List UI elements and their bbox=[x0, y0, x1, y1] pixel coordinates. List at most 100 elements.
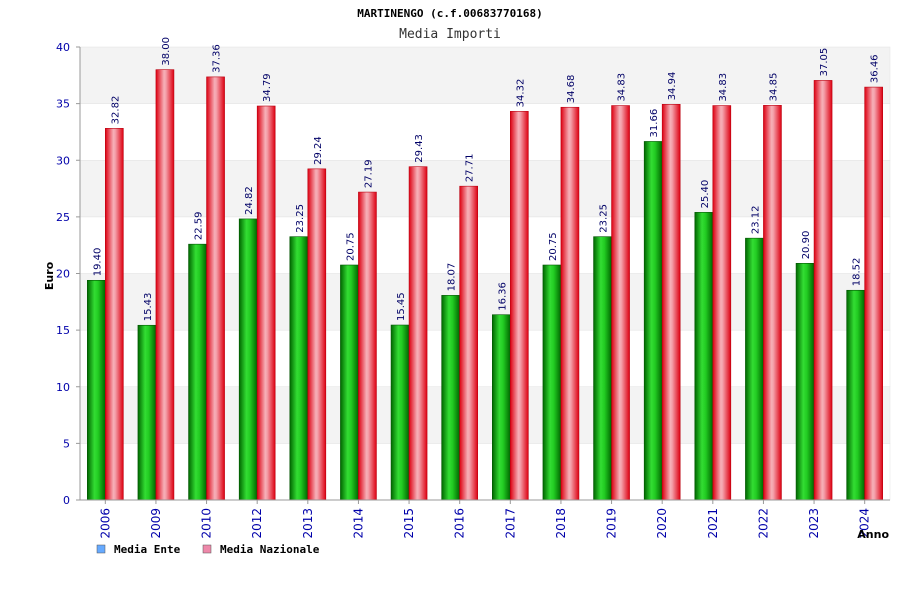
data-label-media-ente: 18.52 bbox=[852, 258, 863, 287]
bar-media-nazionale bbox=[813, 80, 833, 501]
data-label-media-ente: 15.45 bbox=[396, 292, 407, 321]
chart-title: MARTINENGO (c.f.00683770168) bbox=[357, 7, 542, 20]
data-label-media-nazionale: 34.68 bbox=[566, 75, 577, 104]
bar-media-ente bbox=[846, 289, 865, 501]
data-label-media-nazionale: 34.79 bbox=[262, 73, 273, 102]
y-tick-label: 40 bbox=[56, 41, 70, 54]
data-label-media-nazionale: 34.32 bbox=[515, 79, 526, 108]
bar-media-nazionale bbox=[560, 106, 580, 501]
data-label-media-nazionale: 38.00 bbox=[161, 37, 172, 66]
data-label-media-nazionale: 37.05 bbox=[819, 48, 830, 77]
data-label-media-ente: 16.36 bbox=[497, 282, 508, 311]
data-label-media-nazionale: 34.83 bbox=[617, 73, 628, 102]
chart-subtitle: Media Importi bbox=[399, 27, 501, 42]
data-label-media-ente: 23.12 bbox=[750, 206, 761, 235]
bar-media-ente bbox=[795, 263, 815, 501]
bar-media-nazionale bbox=[408, 166, 428, 501]
legend-label-media-ente: Media Ente bbox=[114, 543, 181, 556]
data-label-media-ente: 19.40 bbox=[92, 248, 103, 277]
y-tick-label: 20 bbox=[56, 268, 70, 281]
x-tick-label: 2015 bbox=[402, 508, 416, 539]
data-label-media-nazionale: 27.71 bbox=[465, 154, 476, 183]
data-label-media-ente: 18.07 bbox=[447, 263, 458, 292]
x-tick-label: 2016 bbox=[453, 508, 467, 539]
bar-media-ente bbox=[238, 218, 258, 501]
data-label-media-ente: 23.25 bbox=[599, 204, 610, 233]
bar-media-ente bbox=[593, 236, 612, 501]
data-label-media-nazionale: 34.85 bbox=[768, 73, 779, 102]
bar-media-nazionale bbox=[510, 111, 529, 501]
x-tick-label: 2019 bbox=[605, 508, 619, 539]
bar-media-nazionale bbox=[611, 105, 630, 501]
bar-media-nazionale bbox=[155, 69, 175, 501]
data-label-media-nazionale: 27.19 bbox=[363, 159, 374, 188]
x-tick-label: 2013 bbox=[301, 508, 315, 539]
legend-swatch-media-ente bbox=[96, 544, 106, 554]
bar-media-ente bbox=[188, 243, 207, 501]
bar-media-nazionale bbox=[206, 76, 225, 501]
data-label-media-ente: 24.82 bbox=[244, 186, 255, 215]
y-tick-label: 35 bbox=[56, 98, 70, 111]
bar-media-nazionale bbox=[763, 105, 782, 501]
x-tick-label: 2020 bbox=[655, 508, 669, 539]
x-tick-label: 2014 bbox=[351, 508, 365, 539]
bar-media-nazionale bbox=[712, 105, 732, 501]
bar-media-nazionale bbox=[459, 185, 478, 501]
bar-media-ente bbox=[745, 237, 764, 501]
data-label-media-nazionale: 34.83 bbox=[718, 73, 729, 102]
bars: 19.40 32.82 15.43 38.00 22.59 37.36 24.82 34.79… bbox=[87, 37, 883, 501]
bar-media-ente bbox=[441, 295, 460, 501]
data-label-media-nazionale: 37.36 bbox=[212, 44, 223, 73]
legend: Media Ente Media Nazionale bbox=[96, 543, 320, 556]
legend-swatch-media-nazionale bbox=[202, 544, 212, 554]
bar-media-ente bbox=[289, 236, 309, 501]
bar-media-nazionale bbox=[105, 128, 124, 501]
data-label-media-ente: 20.90 bbox=[801, 231, 812, 260]
bar-media-nazionale bbox=[307, 168, 327, 501]
y-axis-ticks: 0 5 10 15 20 25 30 35 40 bbox=[56, 41, 80, 507]
data-label-media-nazionale: 29.24 bbox=[313, 136, 324, 165]
data-label-media-ente: 31.66 bbox=[649, 109, 660, 138]
y-tick-label: 30 bbox=[56, 154, 70, 167]
x-tick-label: 2010 bbox=[200, 508, 214, 539]
x-tick-label: 2018 bbox=[554, 508, 568, 539]
bar-media-nazionale bbox=[661, 104, 681, 501]
bar-media-ente bbox=[492, 314, 511, 501]
y-tick-label: 25 bbox=[56, 211, 70, 224]
x-axis-label: Anno bbox=[857, 528, 889, 541]
data-label-media-ente: 20.75 bbox=[345, 232, 356, 261]
data-label-media-ente: 15.43 bbox=[143, 293, 154, 322]
y-axis-label: Euro bbox=[43, 261, 56, 290]
data-label-media-ente: 25.40 bbox=[700, 180, 711, 209]
x-tick-label: 2012 bbox=[250, 508, 264, 539]
y-tick-label: 15 bbox=[56, 324, 70, 337]
data-label-media-nazionale: 32.82 bbox=[110, 96, 121, 125]
y-tick-label: 10 bbox=[56, 381, 70, 394]
x-tick-label: 2024 bbox=[858, 508, 872, 539]
data-label-media-ente: 20.75 bbox=[548, 232, 559, 261]
data-label-media-ente: 23.25 bbox=[295, 204, 306, 233]
x-tick-label: 2022 bbox=[756, 508, 770, 539]
data-label-media-ente: 22.59 bbox=[194, 212, 205, 241]
legend-label-media-nazionale: Media Nazionale bbox=[220, 543, 320, 556]
x-tick-label: 2017 bbox=[503, 508, 517, 539]
data-label-media-nazionale: 29.43 bbox=[414, 134, 425, 163]
bar-media-ente bbox=[87, 279, 106, 501]
bar-media-ente bbox=[694, 212, 714, 501]
bar-media-nazionale bbox=[256, 105, 276, 501]
bar-media-ente bbox=[542, 264, 562, 501]
bar-media-ente bbox=[390, 324, 410, 501]
bar-media-nazionale bbox=[358, 191, 377, 501]
bar-media-ente bbox=[137, 324, 157, 501]
data-label-media-nazionale: 34.94 bbox=[667, 72, 678, 101]
bar-media-ente bbox=[340, 264, 359, 501]
x-tick-label: 2006 bbox=[98, 508, 112, 539]
x-tick-label: 2009 bbox=[149, 508, 163, 539]
x-tick-label: 2021 bbox=[706, 508, 720, 539]
x-tick-label: 2023 bbox=[807, 508, 821, 539]
y-tick-label: 0 bbox=[63, 494, 70, 507]
bar-media-nazionale bbox=[864, 86, 883, 501]
x-axis-ticks: 2006 2009 2010 2012 2013 2014 2015 2016 2017 2018… bbox=[98, 500, 872, 539]
data-label-media-nazionale: 36.46 bbox=[870, 54, 881, 83]
